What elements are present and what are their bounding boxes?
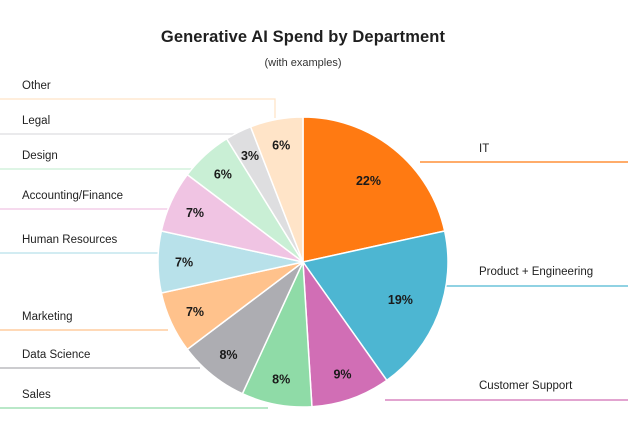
category-label-sales: Sales (22, 389, 51, 401)
category-label-design: Design (22, 150, 58, 162)
category-label-product-engineering: Product + Engineering (479, 266, 593, 278)
pct-label-customer-support: 9% (333, 368, 351, 382)
pct-label-data-science: 8% (219, 348, 237, 362)
category-label-it: IT (479, 143, 489, 155)
pct-label-legal: 3% (241, 149, 259, 163)
category-label-other: Other (22, 80, 51, 92)
pie-slice-it (302, 116, 446, 263)
pct-label-design: 6% (214, 168, 232, 182)
category-label-human-resources: Human Resources (22, 234, 117, 246)
chart-subtitle: (with examples) (264, 57, 342, 69)
pct-label-other: 6% (272, 139, 290, 153)
pie-slice-other (249, 116, 304, 263)
pct-label-human-resources: 7% (175, 256, 193, 270)
leader-line-other (0, 98, 276, 118)
pct-label-marketing: 7% (186, 305, 204, 319)
pie-slice-customer-support (302, 259, 388, 408)
category-label-accounting-finance: Accounting/Finance (22, 190, 123, 202)
category-label-customer-support: Customer Support (479, 380, 573, 392)
category-label-marketing: Marketing (22, 311, 73, 323)
pct-label-product-engineering: 19% (388, 293, 413, 307)
pct-label-it: 22% (356, 174, 381, 188)
pie-slice-product-engineering (301, 230, 449, 382)
pct-label-accounting-finance: 7% (186, 206, 204, 220)
category-label-legal: Legal (22, 115, 50, 127)
chart-title: Generative AI Spend by Department (160, 28, 446, 46)
pct-label-sales: 8% (272, 372, 290, 386)
category-label-data-science: Data Science (22, 349, 90, 361)
